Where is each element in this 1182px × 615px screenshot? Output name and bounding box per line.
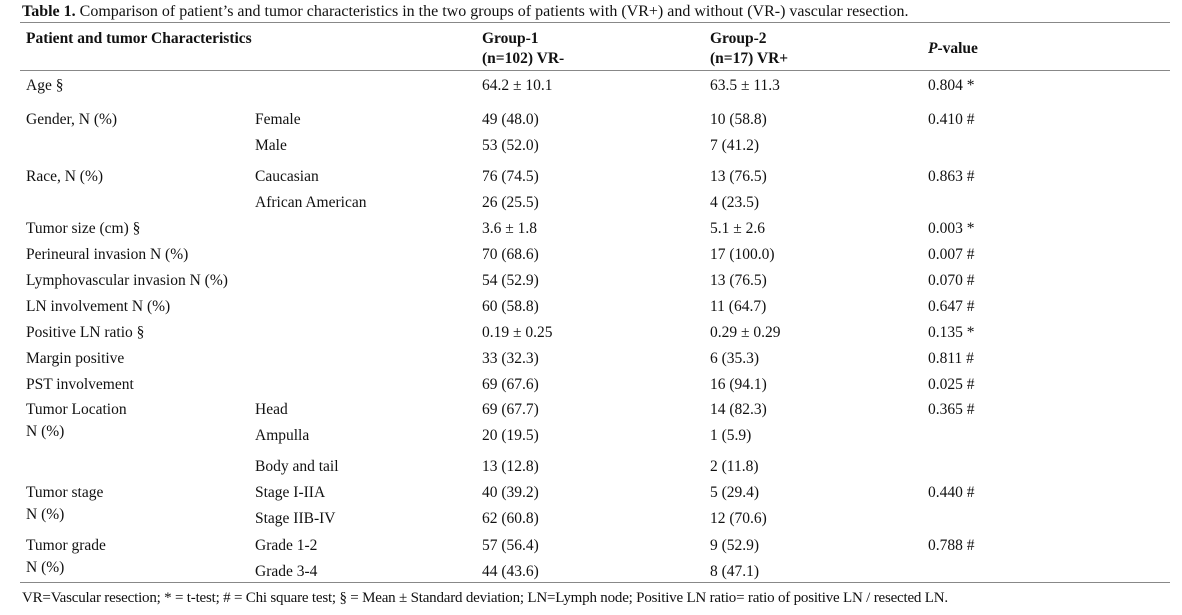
caption-text: Comparison of patient’s and tumor charac… [75, 3, 909, 20]
row-group2-value: 10 (58.8) [710, 111, 767, 128]
row-group1-value: 57 (56.4) [482, 537, 539, 554]
row-subcategory: Male [255, 137, 287, 154]
row-characteristic-unit: N (%) [26, 423, 65, 440]
row-group2-value: 9 (52.9) [710, 537, 760, 554]
row-characteristic: PST involvement [26, 376, 134, 393]
table-caption: Table 1. Comparison of patient’s and tum… [22, 3, 908, 21]
row-group1-value: 53 (52.0) [482, 137, 539, 154]
row-group1-value: 44 (43.6) [482, 563, 539, 580]
row-group1-value: 76 (74.5) [482, 168, 539, 185]
row-characteristic-unit: N (%) [26, 506, 65, 523]
row-group1-value: 49 (48.0) [482, 111, 539, 128]
row-characteristic: Tumor Location [26, 401, 127, 418]
row-characteristic: Gender, N (%) [26, 111, 118, 128]
bottom-rule [20, 582, 1170, 583]
row-subcategory: Female [255, 111, 301, 128]
row-characteristic: Tumor size (cm) § [26, 220, 141, 237]
row-subcategory: Caucasian [255, 168, 319, 185]
row-group1-value: 64.2 ± 10.1 [482, 77, 553, 94]
row-characteristic-unit: N (%) [26, 559, 65, 576]
row-subcategory: Head [255, 401, 288, 418]
row-pvalue: 0.804 * [928, 77, 975, 94]
row-pvalue: 0.410 # [928, 111, 975, 128]
row-group1-value: 0.19 ± 0.25 [482, 324, 553, 341]
row-group2-value: 7 (41.2) [710, 137, 760, 154]
row-group2-value: 4 (23.5) [710, 194, 760, 211]
row-group2-value: 11 (64.7) [710, 298, 767, 315]
row-group1-value: 26 (25.5) [482, 194, 539, 211]
row-subcategory: Stage IIB-IV [255, 510, 336, 527]
row-characteristic: Lymphovascular invasion N (%) [26, 272, 228, 289]
row-group1-value: 69 (67.6) [482, 376, 539, 393]
row-group2-value: 5.1 ± 2.6 [710, 220, 766, 237]
row-group2-value: 0.29 ± 0.29 [710, 324, 781, 341]
top-rule [20, 22, 1170, 23]
row-group2-value: 5 (29.4) [710, 484, 760, 501]
row-pvalue: 0.811 # [928, 350, 974, 367]
row-group2-value: 13 (76.5) [710, 272, 767, 289]
header-group1-n: (n=102) VR- [482, 50, 565, 67]
header-group2: Group-2 [710, 30, 767, 47]
footnote: VR=Vascular resection; * = t-test; # = C… [22, 590, 948, 606]
row-group1-value: 33 (32.3) [482, 350, 539, 367]
row-pvalue: 0.788 # [928, 537, 975, 554]
row-characteristic: Race, N (%) [26, 168, 104, 185]
row-characteristic: Perineural invasion N (%) [26, 246, 189, 263]
row-pvalue: 0.025 # [928, 376, 975, 393]
row-characteristic: Tumor stage [26, 484, 104, 501]
row-subcategory: African American [255, 194, 367, 211]
row-subcategory: Grade 1-2 [255, 537, 318, 554]
row-pvalue: 0.440 # [928, 484, 975, 501]
row-group2-value: 2 (11.8) [710, 458, 759, 475]
row-group2-value: 63.5 ± 11.3 [710, 77, 780, 94]
header-group2-n: (n=17) VR+ [710, 50, 789, 67]
header-pvalue-italic: P [928, 40, 938, 57]
row-group2-value: 12 (70.6) [710, 510, 767, 527]
row-group2-value: 1 (5.9) [710, 427, 752, 444]
row-group1-value: 70 (68.6) [482, 246, 539, 263]
row-pvalue: 0.007 # [928, 246, 975, 263]
caption-label: Table 1. [22, 3, 76, 20]
row-subcategory: Body and tail [255, 458, 339, 475]
row-group1-value: 54 (52.9) [482, 272, 539, 289]
row-group2-value: 14 (82.3) [710, 401, 767, 418]
header-characteristics: Patient and tumor Characteristics [26, 30, 252, 47]
row-pvalue: 0.003 * [928, 220, 975, 237]
row-group2-value: 16 (94.1) [710, 376, 767, 393]
header-group1: Group-1 [482, 30, 539, 47]
row-pvalue: 0.365 # [928, 401, 975, 418]
row-group1-value: 40 (39.2) [482, 484, 539, 501]
row-characteristic: Tumor grade [26, 537, 106, 554]
row-pvalue: 0.647 # [928, 298, 975, 315]
row-group2-value: 6 (35.3) [710, 350, 760, 367]
row-group2-value: 17 (100.0) [710, 246, 775, 263]
header-pvalue: P-value [928, 40, 978, 58]
row-subcategory: Stage I-IIA [255, 484, 326, 501]
row-subcategory: Grade 3-4 [255, 563, 318, 580]
row-group1-value: 69 (67.7) [482, 401, 539, 418]
row-group1-value: 13 (12.8) [482, 458, 539, 475]
row-pvalue: 0.863 # [928, 168, 975, 185]
row-characteristic: Age § [26, 77, 64, 94]
row-pvalue: 0.135 * [928, 324, 975, 341]
row-group2-value: 8 (47.1) [710, 563, 760, 580]
row-subcategory: Ampulla [255, 427, 310, 444]
row-group2-value: 13 (76.5) [710, 168, 767, 185]
row-pvalue: 0.070 # [928, 272, 975, 289]
header-rule [20, 70, 1170, 71]
row-characteristic: LN involvement N (%) [26, 298, 171, 315]
row-group1-value: 60 (58.8) [482, 298, 539, 315]
row-group1-value: 62 (60.8) [482, 510, 539, 527]
row-group1-value: 3.6 ± 1.8 [482, 220, 538, 237]
header-pvalue-rest: -value [937, 40, 978, 57]
row-characteristic: Positive LN ratio § [26, 324, 145, 341]
row-group1-value: 20 (19.5) [482, 427, 539, 444]
row-characteristic: Margin positive [26, 350, 125, 367]
